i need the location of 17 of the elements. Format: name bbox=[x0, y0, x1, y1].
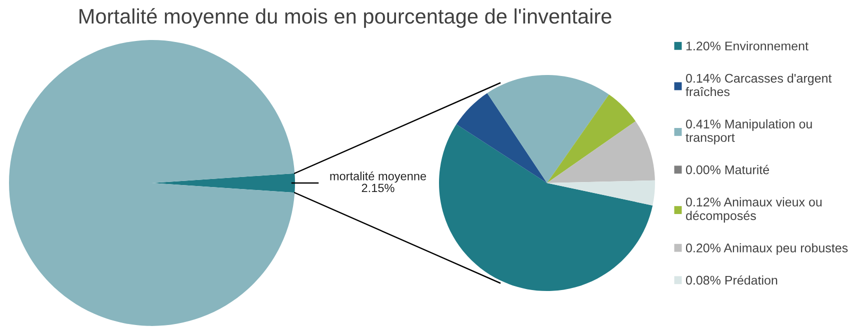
data-label: 2.15% bbox=[362, 184, 394, 192]
legend-label: 0.14% Carcasses d'argent fraîches bbox=[686, 74, 832, 96]
legend-label: 0.41% Manipulation ou transport bbox=[686, 119, 812, 144]
legend-label: 1.20% Environnement bbox=[686, 41, 808, 50]
legend-label: 0.12% Animaux vieux ou décomposés bbox=[686, 197, 822, 223]
legend-label: 0.20% Animaux peu robustes bbox=[686, 243, 848, 255]
legend-label: 0.08% Prédation bbox=[686, 275, 778, 285]
pie-slice bbox=[9, 40, 295, 326]
pie-slice bbox=[547, 121, 655, 183]
chart-title: Mortalité moyenne du mois en pourcentage de l'inventaire bbox=[80, 8, 612, 28]
pie-slice bbox=[547, 180, 655, 206]
legend-label: 0.00% Maturité bbox=[686, 164, 770, 174]
pie-slice bbox=[487, 75, 609, 183]
pie-slice bbox=[547, 94, 636, 183]
pie-slice bbox=[456, 93, 547, 183]
pie-slice bbox=[439, 124, 653, 291]
slice-label: mortalité moyenne bbox=[330, 172, 426, 183]
